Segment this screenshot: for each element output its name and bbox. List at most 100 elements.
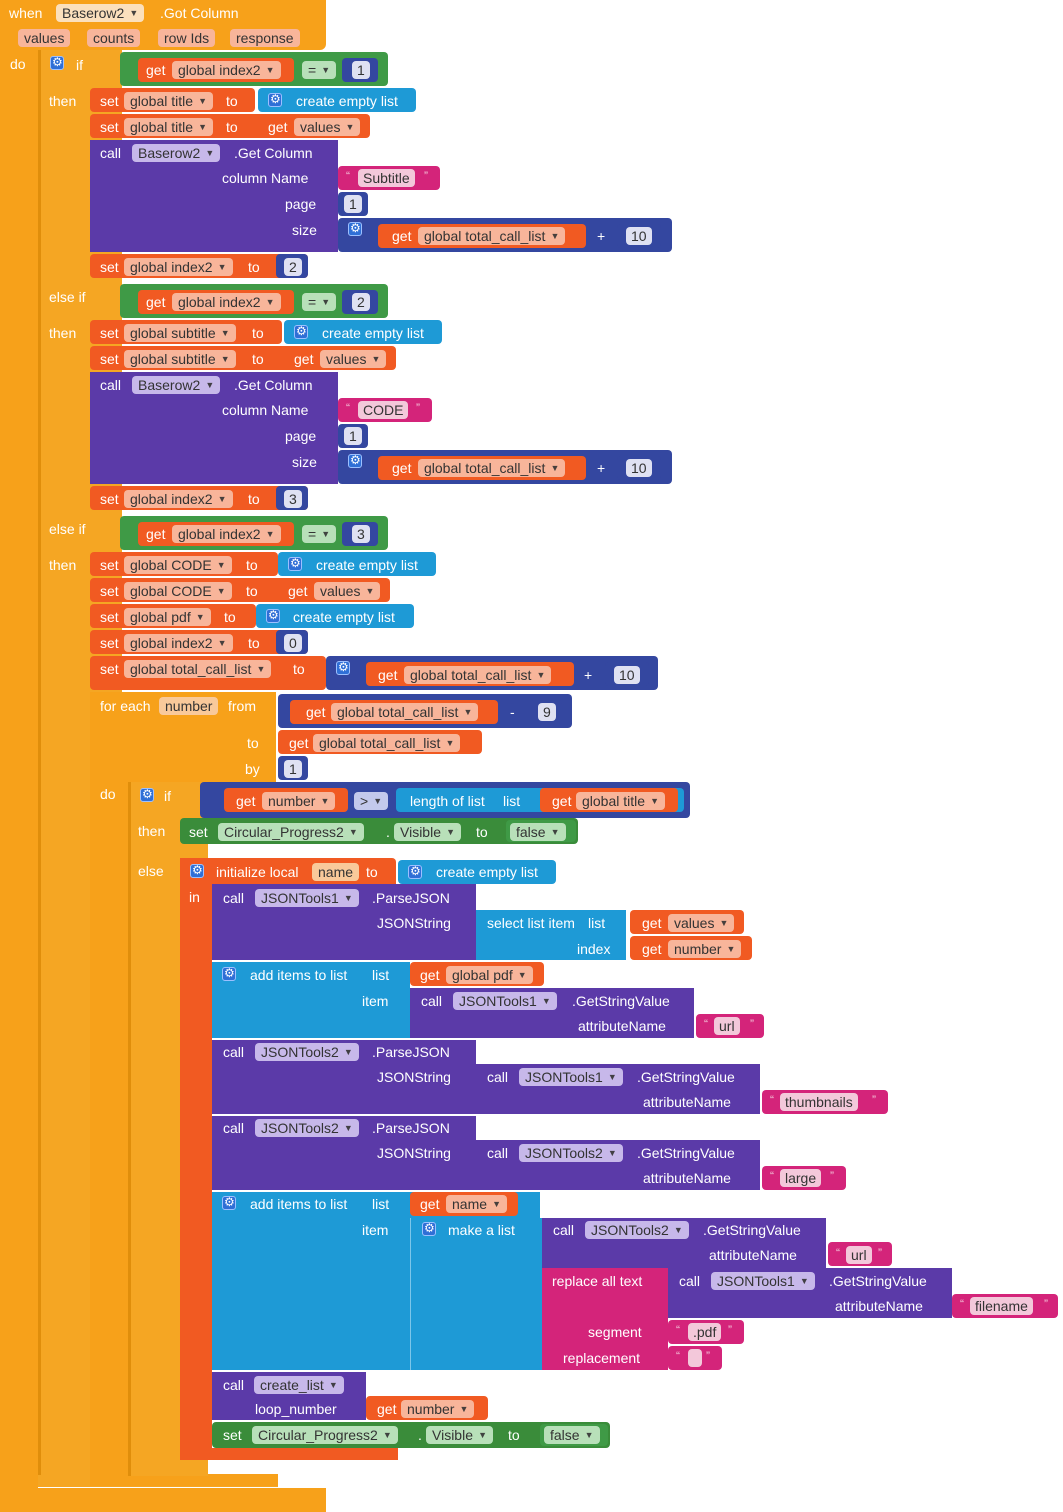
procedure-dropdown[interactable]: create_list ▼ xyxy=(254,1376,344,1394)
create-empty-list-block[interactable] xyxy=(256,604,414,628)
var-dropdown[interactable]: global title ▼ xyxy=(124,92,214,110)
component-dropdown[interactable]: JSONTools2 ▼ xyxy=(585,1221,689,1239)
operator-dropdown[interactable]: = ▼ xyxy=(302,293,337,311)
gear-icon[interactable] xyxy=(266,608,280,623)
var-dropdown[interactable]: global total_call_list ▼ xyxy=(418,459,566,477)
create-empty-list-block[interactable] xyxy=(284,320,442,344)
boolean-dropdown[interactable]: false ▼ xyxy=(544,1426,600,1444)
number-value[interactable]: 10 xyxy=(626,459,652,477)
var-dropdown[interactable]: global total_call_list ▼ xyxy=(124,660,272,678)
var-dropdown[interactable]: global subtitle ▼ xyxy=(124,350,236,368)
number-value[interactable]: 3 xyxy=(352,525,370,543)
text-value[interactable]: filename xyxy=(970,1297,1033,1315)
number-value[interactable]: 10 xyxy=(626,227,652,245)
var-dropdown[interactable]: global subtitle ▼ xyxy=(124,324,236,342)
component-dropdown[interactable]: JSONTools2 ▼ xyxy=(519,1144,623,1162)
component-dropdown[interactable]: Baserow2 ▼ xyxy=(132,376,221,394)
var-dropdown[interactable]: values ▼ xyxy=(320,350,387,368)
text-value[interactable]: url xyxy=(714,1017,740,1035)
var-dropdown[interactable]: global CODE ▼ xyxy=(124,582,232,600)
var-dropdown[interactable]: global index2 ▼ xyxy=(124,634,233,652)
gear-icon[interactable] xyxy=(50,55,64,70)
var-dropdown[interactable]: global index2 ▼ xyxy=(172,525,281,543)
component-dropdown[interactable]: Circular_Progress2 ▼ xyxy=(218,823,364,841)
gear-icon[interactable] xyxy=(288,556,302,571)
var-dropdown[interactable]: global total_call_list ▼ xyxy=(331,703,479,721)
gear-icon[interactable] xyxy=(422,1221,436,1236)
var-dropdown[interactable]: global total_call_list ▼ xyxy=(418,227,566,245)
var-dropdown[interactable]: global pdf ▼ xyxy=(124,608,211,626)
param-row-ids[interactable]: row Ids xyxy=(158,29,216,47)
var-dropdown[interactable]: global total_call_list ▼ xyxy=(313,734,461,752)
var-dropdown[interactable]: global index2 ▼ xyxy=(124,490,233,508)
gear-icon[interactable] xyxy=(294,324,308,339)
text-value[interactable]: large xyxy=(780,1169,822,1187)
var-dropdown[interactable]: global total_call_list ▼ xyxy=(404,666,552,684)
var-dropdown[interactable]: global title ▼ xyxy=(576,792,666,810)
param-values[interactable]: values xyxy=(18,29,71,47)
operator-dropdown[interactable]: = ▼ xyxy=(302,61,337,79)
create-empty-list-block[interactable] xyxy=(278,552,436,576)
text-value[interactable]: thumbnails xyxy=(780,1093,858,1111)
param-counts[interactable]: counts xyxy=(87,29,141,47)
select-list-item-block[interactable] xyxy=(476,910,626,960)
var-dropdown[interactable]: name ▼ xyxy=(446,1195,508,1213)
var-dropdown[interactable]: global title ▼ xyxy=(124,118,214,136)
var-dropdown[interactable]: global index2 ▼ xyxy=(124,258,233,276)
text-value[interactable]: Subtitle xyxy=(358,169,415,187)
component-dropdown[interactable]: JSONTools2 ▼ xyxy=(255,1119,359,1137)
property-dropdown[interactable]: Visible ▼ xyxy=(394,823,461,841)
number-value[interactable]: 1 xyxy=(284,760,302,778)
var-dropdown[interactable]: number ▼ xyxy=(401,1400,475,1418)
gear-icon[interactable] xyxy=(222,966,236,981)
create-empty-list-block[interactable] xyxy=(398,860,556,884)
param-response[interactable]: response xyxy=(230,29,300,47)
gear-icon[interactable] xyxy=(348,453,362,468)
local-variable-name[interactable]: name xyxy=(312,863,360,881)
boolean-dropdown[interactable]: false ▼ xyxy=(510,823,566,841)
gear-icon[interactable] xyxy=(190,863,204,878)
var-dropdown[interactable]: number ▼ xyxy=(262,792,336,810)
gear-icon[interactable] xyxy=(268,92,282,107)
add-items-to-list-block[interactable] xyxy=(212,962,410,1038)
var-dropdown[interactable]: global index2 ▼ xyxy=(172,61,281,79)
component-dropdown[interactable]: JSONTools1 ▼ xyxy=(453,992,557,1010)
gear-icon[interactable] xyxy=(336,660,350,675)
component-dropdown[interactable]: Circular_Progress2 ▼ xyxy=(252,1426,398,1444)
number-value[interactable]: 1 xyxy=(352,61,370,79)
text-value[interactable]: CODE xyxy=(358,401,409,419)
text-value[interactable]: url xyxy=(846,1246,872,1264)
operator-dropdown[interactable]: > ▼ xyxy=(354,792,389,810)
replace-all-text-block[interactable] xyxy=(542,1268,668,1370)
number-value[interactable]: 1 xyxy=(344,427,362,445)
number-value[interactable]: 10 xyxy=(614,666,640,684)
var-dropdown[interactable]: values ▼ xyxy=(668,914,735,932)
create-empty-list-block[interactable] xyxy=(258,88,416,112)
number-value[interactable]: 9 xyxy=(538,703,556,721)
number-value[interactable]: 1 xyxy=(344,195,362,213)
text-value[interactable]: .pdf xyxy=(688,1323,722,1341)
component-dropdown[interactable]: JSONTools2 ▼ xyxy=(255,1043,359,1061)
gear-icon[interactable] xyxy=(348,221,362,236)
initialize-local-block[interactable] xyxy=(180,858,396,884)
number-value[interactable]: 2 xyxy=(352,293,370,311)
var-dropdown[interactable]: global CODE ▼ xyxy=(124,556,232,574)
var-dropdown[interactable]: global pdf ▼ xyxy=(446,966,533,984)
loop-variable[interactable]: number xyxy=(159,697,219,715)
number-value[interactable]: 3 xyxy=(284,490,302,508)
property-dropdown[interactable]: Visible ▼ xyxy=(426,1426,493,1444)
var-dropdown[interactable]: values ▼ xyxy=(314,582,381,600)
var-dropdown[interactable]: number ▼ xyxy=(668,940,742,958)
var-dropdown[interactable]: values ▼ xyxy=(294,118,361,136)
gear-icon[interactable] xyxy=(408,864,422,879)
text-value[interactable] xyxy=(688,1349,702,1367)
operator-dropdown[interactable]: = ▼ xyxy=(302,525,337,543)
component-dropdown[interactable]: JSONTools1 ▼ xyxy=(255,889,359,907)
component-dropdown[interactable]: Baserow2 ▼ xyxy=(56,4,145,22)
number-value[interactable]: 2 xyxy=(284,258,302,276)
gear-icon[interactable] xyxy=(222,1195,236,1210)
component-dropdown[interactable]: JSONTools1 ▼ xyxy=(519,1068,623,1086)
make-a-list-block[interactable] xyxy=(410,1218,542,1370)
component-dropdown[interactable]: JSONTools1 ▼ xyxy=(711,1272,815,1290)
component-dropdown[interactable]: Baserow2 ▼ xyxy=(132,144,221,162)
